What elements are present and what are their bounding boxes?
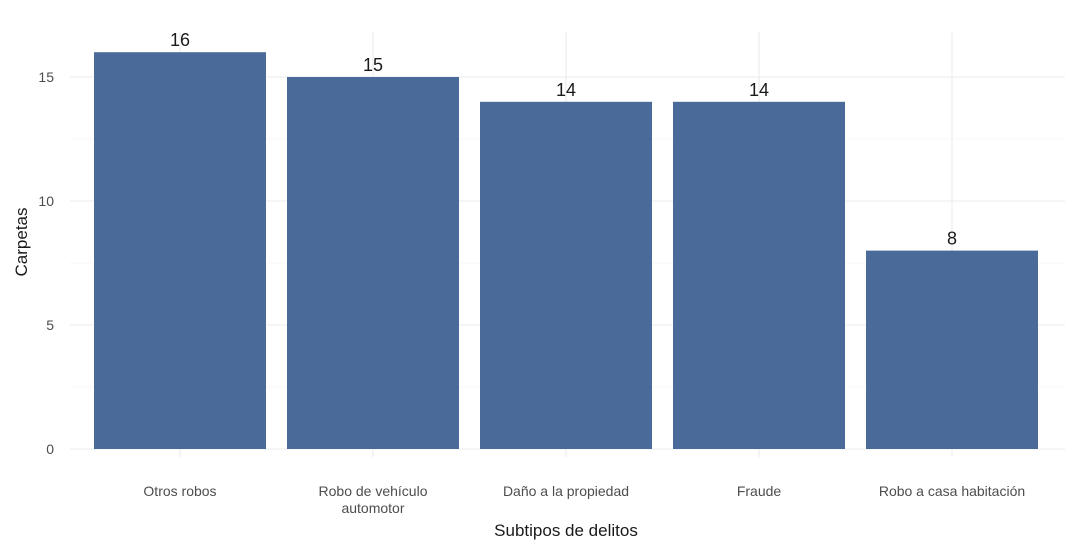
bar-2 <box>287 77 459 449</box>
value-label-5: 8 <box>947 229 957 249</box>
x-tick-label: Robo de vehículo automotor <box>319 483 428 516</box>
bar-3 <box>480 101 652 450</box>
x-axis-ticks: Otros robos Robo de vehículo automotor Daño… <box>143 483 1025 516</box>
value-label-1: 16 <box>170 30 190 50</box>
y-tick-label: 5 <box>46 317 54 333</box>
y-axis-title: Carpetas <box>12 208 31 277</box>
x-tick-label: Robo a casa habitación <box>879 483 1025 499</box>
y-tick-label: 10 <box>38 193 54 209</box>
value-label-4: 14 <box>749 80 769 100</box>
y-tick-label: 15 <box>38 69 54 85</box>
x-tick-label: Fraude <box>737 483 782 499</box>
y-tick-label: 0 <box>46 441 54 457</box>
bar-4 <box>673 101 845 450</box>
x-tick-label: Daño a la propiedad <box>503 483 629 499</box>
value-labels: 16 15 14 14 8 <box>170 30 957 248</box>
value-label-2: 15 <box>363 55 383 75</box>
bar-5 <box>866 250 1038 449</box>
value-label-3: 14 <box>556 80 576 100</box>
x-tick-label: Otros robos <box>143 483 216 499</box>
bars <box>94 52 1038 450</box>
bar-1 <box>94 52 266 449</box>
x-axis-title: Subtipos de delitos <box>494 521 638 540</box>
y-axis-ticks: 0 5 10 15 <box>38 69 54 457</box>
